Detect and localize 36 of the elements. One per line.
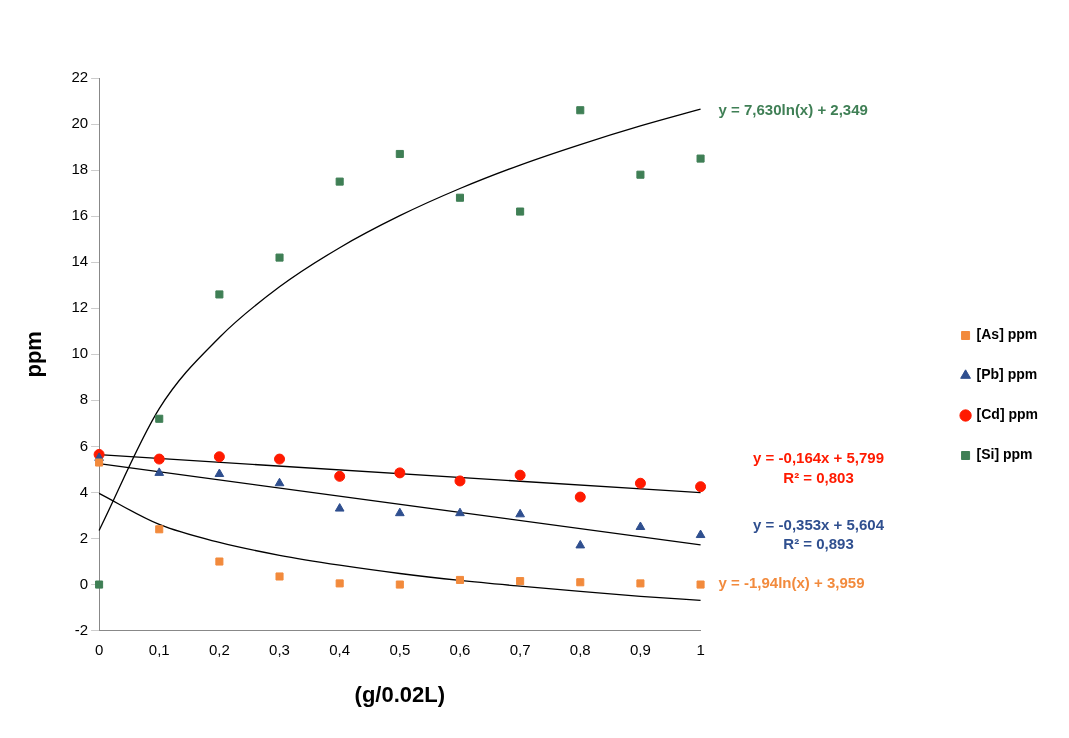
- text: R² = 0,893: [783, 535, 854, 553]
- x-tick-label: 0,4: [329, 640, 351, 658]
- text: R² = 0,803: [783, 468, 854, 486]
- x-tick-label: 0,5: [389, 640, 411, 658]
- legend-label: [As] ppm: [976, 326, 1038, 343]
- y-tick-label: 18: [71, 160, 89, 178]
- y-tick-label: 16: [71, 206, 89, 224]
- x-tick-label: 0,3: [269, 640, 290, 658]
- x-tick-label: 0,8: [569, 640, 591, 658]
- text: y = -0,164x + 5,799: [753, 449, 885, 467]
- y-tick-label: 22: [71, 68, 89, 86]
- y-axis-title: ppm: [21, 331, 47, 378]
- y-tick-label: 0: [79, 574, 89, 592]
- legend-label: [Si] ppm: [976, 446, 1033, 463]
- x-axis-title: (g/0.02L): [354, 681, 446, 707]
- y-tick-label: 6: [79, 436, 89, 454]
- y-tick-label: 12: [71, 298, 89, 316]
- legend-label: [Pb] ppm: [976, 366, 1038, 383]
- x-tick-label: 1: [696, 640, 705, 658]
- x-tick-label: 0,1: [148, 640, 170, 658]
- y-tick-label: 8: [79, 390, 89, 408]
- text: y = 7,630ln(x) + 2,349: [718, 101, 868, 119]
- y-tick-label: 20: [71, 114, 89, 132]
- y-tick-label: 10: [71, 344, 89, 362]
- text: y = -1,94ln(x) + 3,959: [718, 573, 865, 591]
- y-tick-label: 14: [71, 252, 89, 270]
- text: y = -0,353x + 5,604: [753, 515, 885, 533]
- x-tick-label: 0,2: [208, 640, 230, 658]
- y-tick-label: 4: [79, 482, 89, 500]
- x-tick-label: 0: [94, 640, 104, 658]
- y-tick-label: -2: [74, 620, 89, 638]
- y-tick-label: 2: [79, 528, 89, 546]
- x-tick-label: 0,7: [509, 640, 531, 658]
- legend-label: [Cd] ppm: [976, 406, 1039, 423]
- x-tick-label: 0,6: [449, 640, 471, 658]
- x-tick-label: 0,9: [629, 640, 651, 658]
